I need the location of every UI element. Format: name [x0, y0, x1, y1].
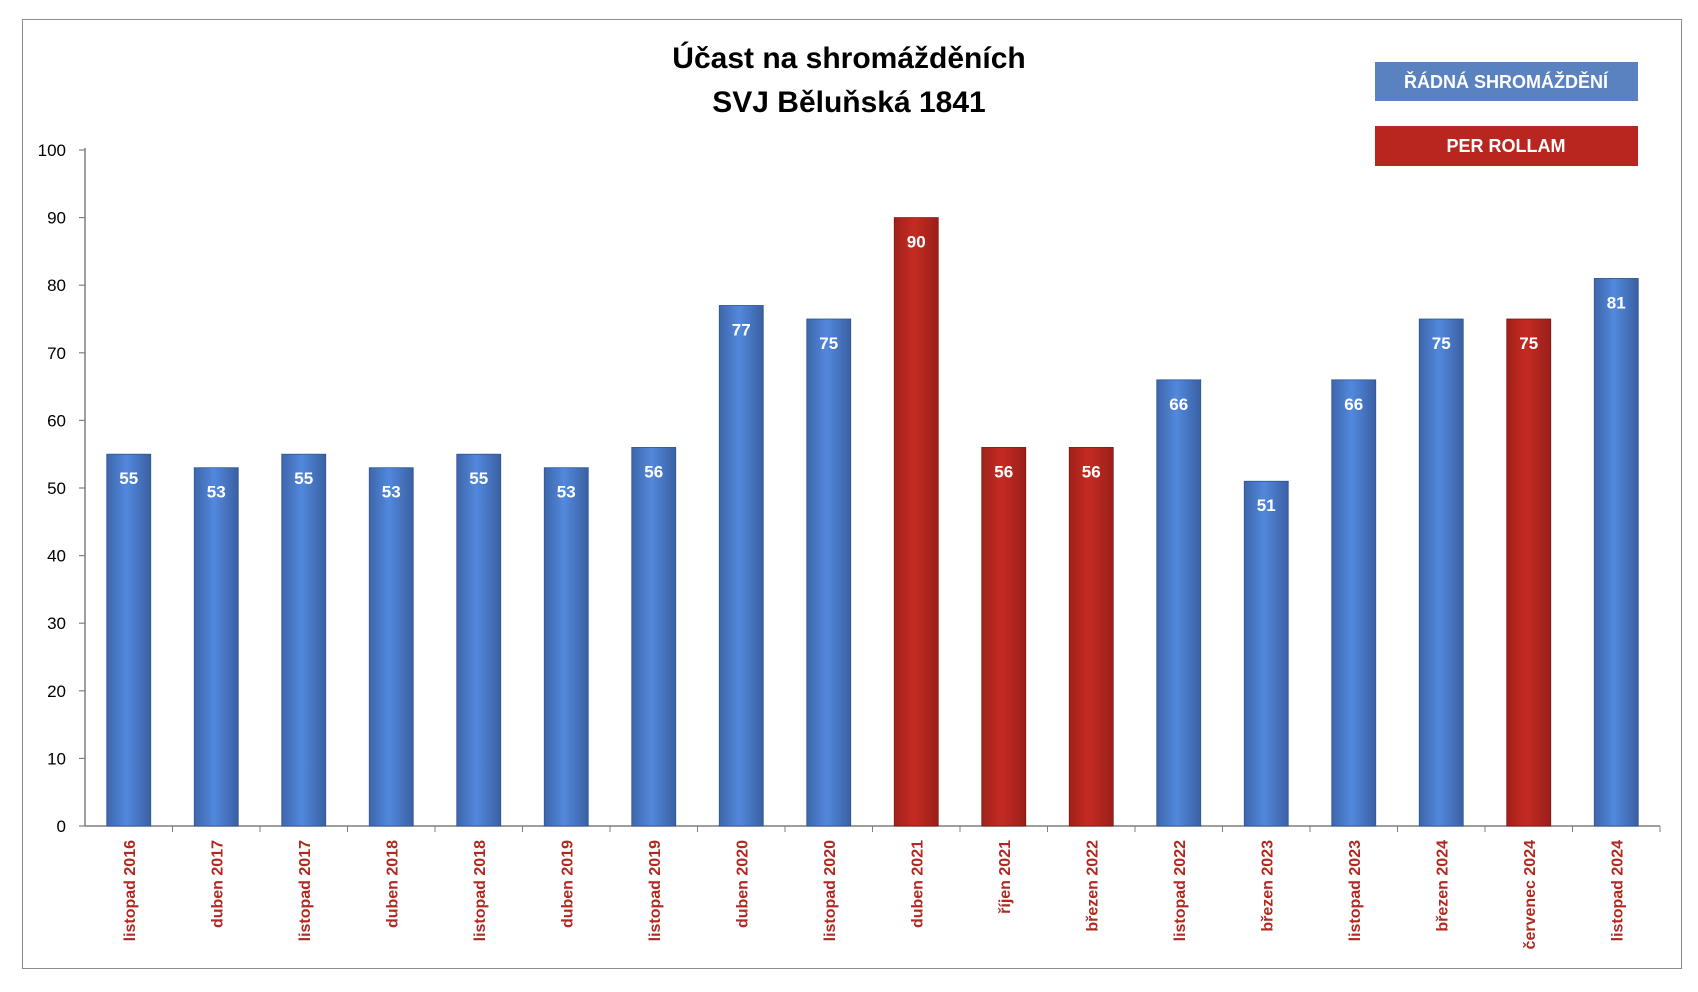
chart-title-line-1: Účast na shromážděních — [672, 41, 1025, 75]
bar-regular — [1593, 278, 1639, 827]
bar-value-label: 55 — [119, 469, 138, 488]
x-tick-label: listopad 2020 — [822, 840, 839, 941]
bar-value-label: 53 — [207, 483, 226, 502]
bar-regular — [456, 453, 502, 827]
bar-value-label: 77 — [732, 320, 751, 339]
bar-regular — [631, 447, 677, 827]
bar-value-label: 75 — [819, 334, 838, 353]
legend-label-per-rollam: PER ROLLAM — [1447, 136, 1566, 156]
y-tick-label: 60 — [47, 411, 66, 430]
bar-value-label: 75 — [1519, 334, 1538, 353]
legend-label-regular: ŘÁDNÁ SHROMÁŽDĚNÍ — [1404, 71, 1609, 92]
bar-value-label: 56 — [644, 462, 663, 481]
bar-per-rollam — [981, 447, 1027, 827]
bars: 55 53 55 53 55 53 56 77 75 90 56 56 66 51 66 75 75 81 — [106, 217, 1639, 827]
x-tick-label: březen 2024 — [1434, 840, 1451, 932]
bar-per-rollam — [893, 217, 939, 827]
bar-regular — [1418, 318, 1464, 827]
x-tick-label: březen 2022 — [1084, 840, 1101, 932]
bar-value-label: 53 — [557, 483, 576, 502]
bar-regular — [1331, 379, 1377, 827]
bar-per-rollam — [1506, 318, 1552, 827]
legend-swatch-regular — [1375, 62, 1638, 101]
y-tick-label: 10 — [47, 749, 66, 768]
bar-value-label: 55 — [469, 469, 488, 488]
y-tick-label: 80 — [47, 276, 66, 295]
legend-swatch-per-rollam — [1375, 126, 1638, 166]
bar-value-label: 56 — [994, 462, 1013, 481]
x-tick-label: listopad 2024 — [1609, 840, 1626, 941]
x-tick-label: listopad 2023 — [1347, 840, 1364, 941]
bar-value-label: 66 — [1344, 395, 1363, 414]
x-tick-label: červenec 2024 — [1522, 840, 1539, 950]
x-tick-label: duben 2017 — [209, 840, 226, 928]
bar-regular — [1156, 379, 1202, 827]
bar-regular — [106, 453, 152, 827]
bar-regular — [1243, 480, 1289, 827]
bar-regular — [368, 467, 414, 827]
x-tick-label: listopad 2019 — [647, 840, 664, 941]
bar-value-label: 55 — [294, 469, 313, 488]
axes: 0 10 20 30 40 50 60 70 80 90 100 listopad 2016 duben… — [38, 141, 1661, 950]
x-tick-label: březen 2023 — [1259, 840, 1276, 932]
y-tick-label: 50 — [47, 479, 66, 498]
bar-value-label: 90 — [907, 233, 926, 252]
y-tick-label: 70 — [47, 344, 66, 363]
bar-value-label: 51 — [1257, 496, 1276, 515]
y-tick-label: 30 — [47, 614, 66, 633]
x-tick-label: duben 2019 — [559, 840, 576, 928]
x-tick-label: říjen 2021 — [997, 840, 1014, 914]
y-tick-label: 0 — [57, 817, 66, 836]
y-tick-label: 100 — [38, 141, 66, 160]
bar-value-label: 66 — [1169, 395, 1188, 414]
bar-per-rollam — [1068, 447, 1114, 827]
bar-regular — [718, 305, 764, 827]
y-tick-label: 40 — [47, 547, 66, 566]
bar-value-label: 81 — [1607, 293, 1626, 312]
bar-regular — [806, 318, 852, 827]
chart-title-line-2: SVJ Běluňská 1841 — [712, 86, 986, 119]
bar-value-label: 56 — [1082, 462, 1101, 481]
bar-value-label: 53 — [382, 483, 401, 502]
x-tick-label: duben 2018 — [384, 840, 401, 928]
bar-regular — [543, 467, 589, 827]
bar-value-label: 75 — [1432, 334, 1451, 353]
y-tick-label: 20 — [47, 682, 66, 701]
bar-regular — [193, 467, 239, 827]
x-tick-label: listopad 2016 — [122, 840, 139, 941]
x-tick-label: listopad 2018 — [472, 840, 489, 941]
y-tick-label: 90 — [47, 209, 66, 228]
bar-regular — [281, 453, 327, 827]
x-tick-label: listopad 2017 — [297, 840, 314, 941]
x-tick-label: duben 2021 — [909, 840, 926, 928]
x-tick-label: listopad 2022 — [1172, 840, 1189, 941]
x-tick-label: duben 2020 — [734, 840, 751, 928]
